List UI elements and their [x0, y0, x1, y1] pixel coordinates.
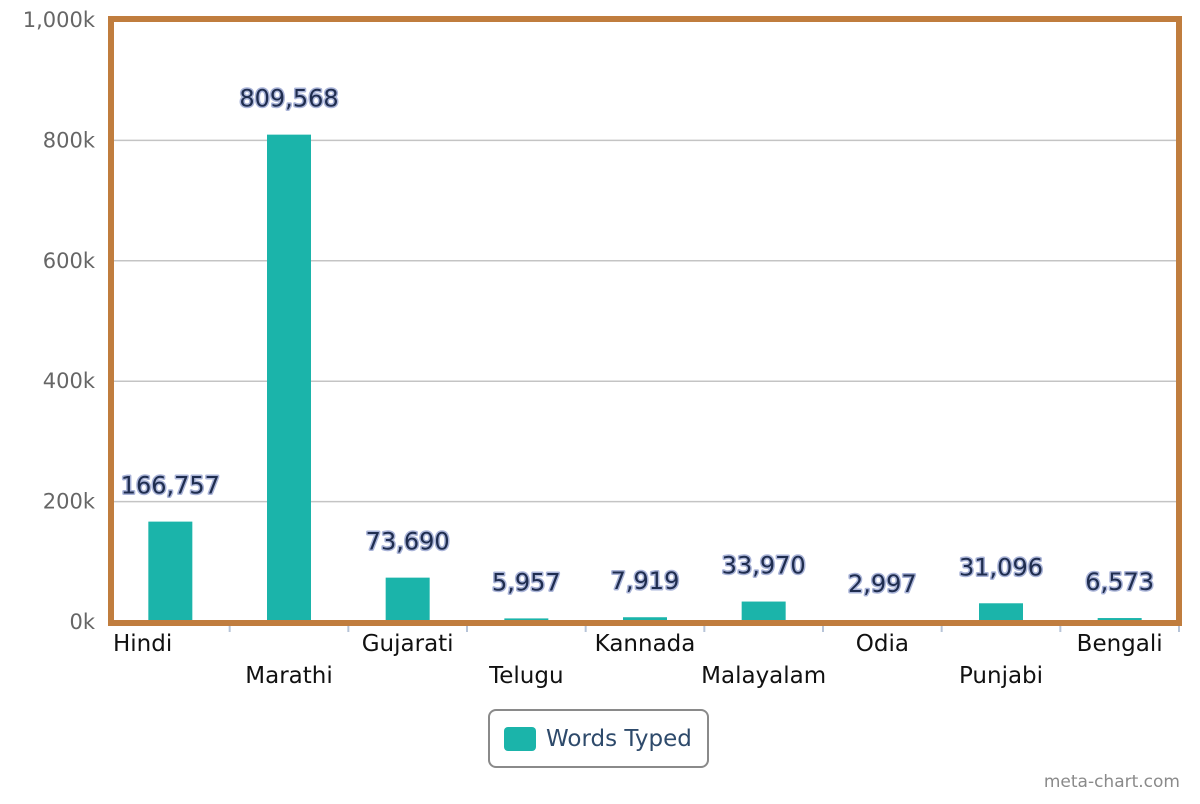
y-tick-label: 200k: [43, 490, 96, 514]
x-category-label: Marathi: [245, 663, 332, 689]
bar: [148, 521, 193, 622]
data-label: 5,957: [492, 568, 561, 596]
x-category-label: Telugu: [488, 663, 563, 689]
bar: [385, 577, 430, 622]
x-category-label: Punjabi: [959, 663, 1043, 689]
data-label: 6,573: [1085, 568, 1154, 596]
bar: [623, 617, 667, 622]
y-tick-label: 1,000k: [23, 8, 96, 32]
data-label: 2,997: [848, 570, 917, 598]
y-tick-label: 800k: [43, 128, 96, 152]
x-category-label: Gujarati: [362, 631, 454, 657]
y-tick-label: 600k: [43, 249, 96, 273]
bar: [741, 601, 786, 622]
credit-text: meta-chart.com: [1043, 772, 1180, 792]
x-category-label: Malayalam: [701, 663, 826, 689]
x-category-label: Kannada: [595, 631, 696, 657]
data-label: 73,690: [366, 528, 450, 556]
data-label: 7,919: [611, 567, 680, 595]
y-tick-label: 0k: [69, 610, 95, 634]
legend: Words Typed: [488, 709, 709, 768]
y-tick-label: 400k: [43, 369, 96, 393]
data-label: 809,568: [239, 85, 338, 113]
data-label: 33,970: [722, 552, 806, 580]
legend-swatch: [504, 726, 536, 751]
data-label: 166,757: [121, 472, 220, 500]
x-category-label: Bengali: [1077, 631, 1163, 657]
x-category-label: Hindi: [113, 631, 172, 657]
legend-label: Words Typed: [546, 725, 692, 752]
data-label: 31,096: [959, 553, 1043, 581]
bar: [267, 134, 311, 622]
bar: [979, 603, 1023, 622]
x-category-label: Odia: [856, 631, 909, 657]
plot-frame: [108, 16, 1182, 626]
